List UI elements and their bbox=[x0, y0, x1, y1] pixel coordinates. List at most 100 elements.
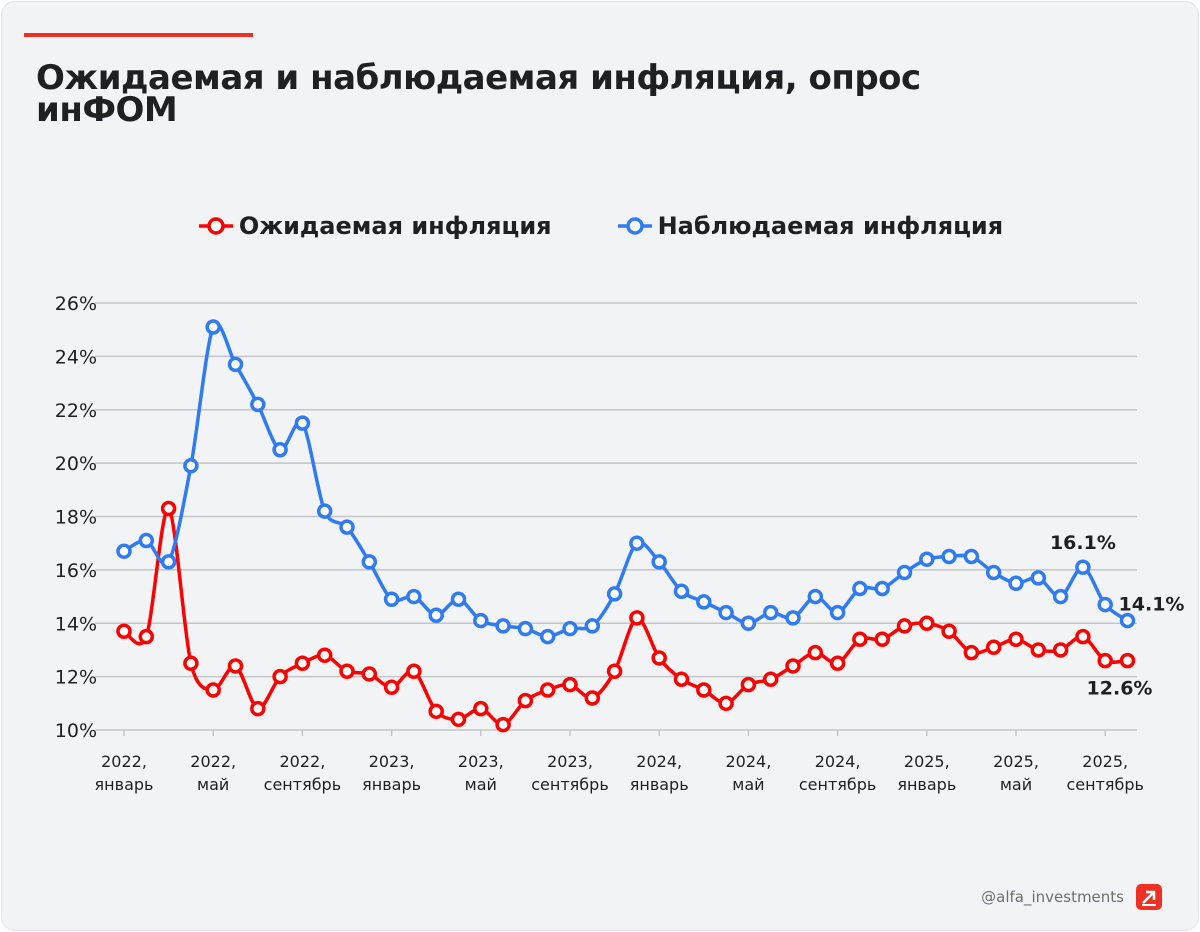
data-point-observed bbox=[562, 620, 578, 637]
data-point-expected bbox=[584, 690, 601, 706]
data-point-expected bbox=[852, 631, 868, 648]
data-point-expected bbox=[1075, 628, 1091, 645]
data-label: 14.1% bbox=[1119, 594, 1185, 616]
x-tick-label-year: 2025, bbox=[904, 752, 950, 771]
x-tick-label-month: январь bbox=[897, 775, 956, 794]
y-tick-label: 22% bbox=[55, 400, 97, 422]
data-point-observed bbox=[138, 532, 155, 549]
footer: @alfa_investments bbox=[981, 884, 1162, 910]
data-point-observed bbox=[116, 543, 132, 559]
data-point-observed bbox=[294, 415, 311, 431]
x-tick-label-month: январь bbox=[95, 775, 154, 794]
series-line-expected bbox=[122, 506, 1128, 727]
data-point-expected bbox=[740, 676, 757, 693]
y-tick-label: 20% bbox=[55, 453, 97, 475]
x-tick-label-year: 2025, bbox=[1082, 752, 1128, 771]
footer-handle[interactable]: @alfa_investments bbox=[981, 888, 1124, 906]
data-point-expected bbox=[116, 623, 132, 640]
data-point-expected bbox=[1008, 631, 1024, 648]
y-tick-label: 18% bbox=[55, 507, 97, 529]
data-point-expected bbox=[919, 615, 935, 631]
data-point-observed bbox=[874, 580, 890, 597]
data-point-observed bbox=[473, 612, 489, 629]
x-tick-label-year: 2022, bbox=[279, 752, 325, 771]
x-tick-label-month: сентябрь bbox=[531, 775, 609, 794]
data-label: 12.6% bbox=[1087, 678, 1153, 700]
legend-item-expected: Ожидаемая инфляция bbox=[197, 212, 552, 240]
data-point-observed bbox=[495, 618, 511, 634]
data-point-expected bbox=[606, 663, 623, 680]
data-point-observed bbox=[428, 607, 444, 623]
x-tick-label-month: сентябрь bbox=[264, 775, 342, 794]
legend-marker-expected-icon bbox=[198, 217, 233, 235]
data-point-expected bbox=[517, 692, 534, 709]
data-point-expected bbox=[718, 695, 734, 712]
y-tick-label: 16% bbox=[55, 560, 97, 582]
data-point-observed bbox=[919, 551, 935, 567]
data-point-expected bbox=[762, 671, 779, 688]
y-tick-label: 12% bbox=[55, 667, 97, 689]
data-point-observed bbox=[696, 594, 712, 610]
data-point-observed bbox=[361, 554, 378, 570]
x-tick-label-month: май bbox=[732, 775, 764, 794]
data-point-expected bbox=[361, 666, 378, 682]
data-point-expected bbox=[651, 650, 667, 666]
data-point-expected bbox=[963, 644, 980, 661]
y-tick-label: 26% bbox=[55, 293, 97, 315]
data-point-observed bbox=[584, 618, 601, 634]
x-tick-label-month: май bbox=[465, 775, 497, 794]
data-point-expected bbox=[383, 679, 400, 696]
x-tick-label-year: 2024, bbox=[815, 752, 861, 771]
data-point-observed bbox=[406, 588, 422, 605]
x-tick-label-year: 2024, bbox=[636, 752, 682, 771]
data-point-expected bbox=[316, 647, 333, 664]
data-point-observed bbox=[829, 604, 846, 621]
data-point-observed bbox=[852, 580, 868, 597]
data-point-observed bbox=[450, 591, 467, 607]
data-point-observed bbox=[316, 503, 333, 519]
legend-item-observed: Наблюдаемая инфляция bbox=[616, 212, 1004, 240]
data-point-expected bbox=[294, 655, 311, 672]
x-tick-label-month: январь bbox=[630, 775, 689, 794]
data-point-expected bbox=[450, 711, 467, 728]
data-point-observed bbox=[539, 628, 556, 645]
data-point-expected bbox=[227, 658, 244, 674]
x-tick-label-month: сентябрь bbox=[799, 775, 877, 794]
data-point-expected bbox=[183, 655, 199, 672]
data-point-expected bbox=[272, 668, 288, 685]
data-point-observed bbox=[673, 583, 690, 599]
data-point-expected bbox=[473, 700, 489, 717]
data-point-observed bbox=[963, 548, 980, 565]
data-point-observed bbox=[1119, 612, 1136, 629]
data-point-expected bbox=[829, 655, 846, 672]
data-point-expected bbox=[339, 663, 355, 680]
data-point-observed bbox=[740, 615, 757, 631]
data-point-expected bbox=[406, 663, 422, 680]
data-point-observed bbox=[1052, 588, 1069, 605]
y-tick-label: 24% bbox=[55, 346, 97, 368]
legend-label-observed: Наблюдаемая инфляция bbox=[657, 212, 1004, 240]
data-point-expected bbox=[428, 703, 444, 720]
alfa-logo-icon bbox=[1136, 884, 1162, 910]
legend-label-expected: Ожидаемая инфляция bbox=[238, 212, 552, 240]
data-point-observed bbox=[762, 604, 779, 621]
data-point-observed bbox=[985, 564, 1002, 581]
series-line-observed bbox=[123, 322, 1129, 639]
data-point-observed bbox=[606, 586, 623, 602]
data-point-observed bbox=[183, 458, 199, 474]
data-point-expected bbox=[562, 676, 578, 693]
data-point-expected bbox=[985, 639, 1002, 656]
data-point-expected bbox=[250, 700, 266, 717]
data-point-observed bbox=[272, 442, 288, 458]
data-point-expected bbox=[785, 658, 801, 674]
data-point-observed bbox=[651, 554, 667, 570]
data-point-observed bbox=[383, 591, 400, 607]
x-tick-label-year: 2022, bbox=[190, 752, 236, 771]
data-point-observed bbox=[1030, 570, 1047, 586]
data-point-observed bbox=[1008, 575, 1024, 591]
data-point-expected bbox=[205, 682, 221, 698]
data-point-expected bbox=[696, 682, 712, 698]
y-tick-label: 14% bbox=[55, 613, 97, 635]
